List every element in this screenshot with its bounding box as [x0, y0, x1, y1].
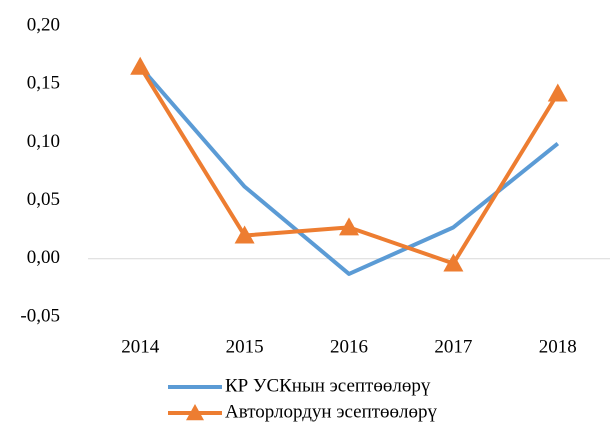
series-line [138, 65, 560, 276]
x-tick-label: 2017 [434, 336, 472, 357]
x-tick-label: 2018 [539, 336, 577, 357]
x-tick-label: 2015 [226, 336, 264, 357]
legend-label: Авторлордун эсептөөлөрү [225, 401, 438, 422]
x-tick-label: 2016 [330, 336, 368, 357]
y-tick-label: 0,20 [27, 14, 60, 35]
legend-label: КР УСКнын эсептөөлөрү [225, 375, 431, 396]
y-tick-label: 0,00 [27, 247, 60, 268]
point-marker [339, 217, 359, 236]
y-tick-label: 0,10 [27, 131, 60, 152]
point-marker [234, 225, 255, 244]
point-marker [547, 83, 568, 102]
legend-marker [186, 404, 204, 421]
point-marker [130, 56, 151, 75]
y-tick-label: 0,05 [27, 189, 60, 210]
x-tick-label: 2014 [121, 336, 160, 357]
y-tick-label: -0,05 [20, 305, 60, 326]
point-marker [443, 253, 464, 272]
y-tick-label: 0,15 [27, 73, 60, 94]
